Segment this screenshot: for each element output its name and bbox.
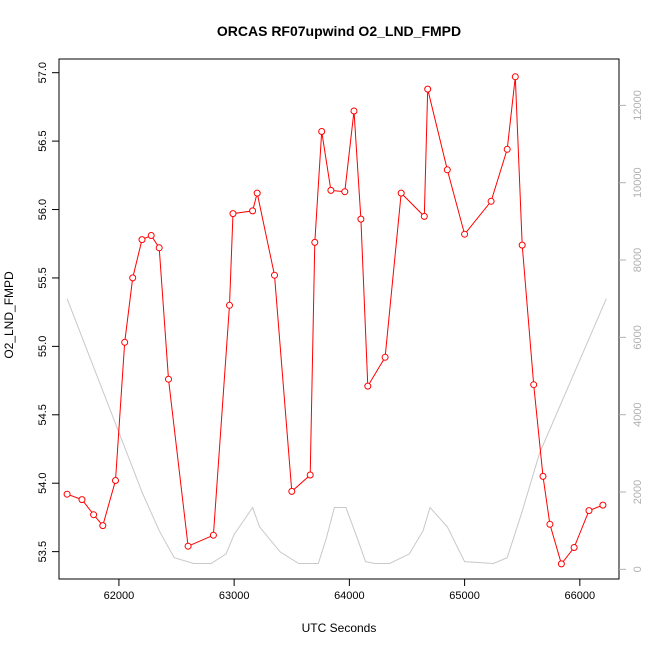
data-point bbox=[424, 85, 432, 93]
data-point bbox=[546, 520, 554, 528]
data-point bbox=[357, 215, 365, 223]
data-point bbox=[271, 271, 278, 279]
x-axis-label: UTC Seconds bbox=[302, 621, 377, 635]
data-point bbox=[288, 487, 296, 495]
x-tick-label: 66000 bbox=[565, 590, 596, 602]
y2-tick-label: 6000 bbox=[632, 325, 644, 349]
data-point bbox=[249, 207, 257, 215]
data-point bbox=[78, 496, 86, 504]
x-tick-label: 62000 bbox=[104, 590, 135, 602]
y2-tick-label: 0 bbox=[632, 566, 644, 572]
series-line bbox=[66, 76, 604, 565]
y-tick-label: 53.5 bbox=[37, 541, 49, 562]
secondary-series-line bbox=[66, 298, 607, 565]
data-point bbox=[350, 107, 358, 115]
data-point bbox=[599, 501, 607, 509]
x-tick-label: 64000 bbox=[334, 590, 365, 602]
plot-frame bbox=[58, 58, 620, 580]
data-point bbox=[381, 353, 389, 361]
y2-tick-label: 2000 bbox=[632, 480, 644, 504]
data-point bbox=[112, 477, 119, 484]
x-tick-label: 65000 bbox=[449, 590, 480, 602]
data-point bbox=[503, 145, 511, 153]
data-point bbox=[155, 244, 163, 252]
x-tick-label: 63000 bbox=[219, 590, 250, 602]
plot-area: 62000 63000 64000 65000 66000 53.5 54.0 54.5 55.… bbox=[37, 58, 644, 602]
data-point bbox=[229, 210, 237, 218]
data-point bbox=[318, 128, 326, 135]
data-point bbox=[443, 166, 451, 174]
y-axis-label: O2_LND_FMPD bbox=[2, 271, 16, 359]
data-point bbox=[487, 197, 495, 205]
y-tick-label: 54.0 bbox=[37, 472, 49, 493]
chart-title: ORCAS RF07upwind O2_LND_FMPD bbox=[217, 23, 461, 39]
data-point bbox=[147, 232, 155, 239]
data-point bbox=[511, 73, 519, 81]
data-point bbox=[397, 189, 405, 197]
data-point bbox=[311, 238, 319, 246]
y-tick-label: 56.0 bbox=[37, 199, 49, 220]
data-point bbox=[90, 511, 98, 519]
y-tick-label: 57.0 bbox=[37, 62, 49, 83]
data-point bbox=[121, 338, 129, 346]
data-point bbox=[306, 471, 314, 479]
data-point bbox=[557, 560, 565, 568]
y-tick-label: 55.5 bbox=[37, 267, 49, 288]
y-tick-label: 55.0 bbox=[37, 336, 49, 357]
y2-tick-label: 4000 bbox=[632, 402, 644, 426]
data-point bbox=[99, 522, 107, 530]
data-point bbox=[461, 230, 469, 238]
data-point bbox=[138, 236, 146, 244]
data-point bbox=[165, 375, 172, 383]
y-tick-label: 56.5 bbox=[37, 130, 49, 151]
data-point bbox=[209, 531, 217, 539]
y2-tick-label: 8000 bbox=[632, 248, 644, 272]
y2-tick-label: 10000 bbox=[632, 167, 644, 198]
data-point bbox=[184, 542, 192, 550]
data-point bbox=[327, 186, 335, 194]
data-point bbox=[129, 274, 137, 282]
y2-tick-label: 12000 bbox=[632, 90, 644, 121]
y-tick-label: 54.5 bbox=[37, 404, 49, 425]
data-point bbox=[364, 382, 372, 390]
data-point bbox=[570, 544, 578, 551]
data-point bbox=[518, 241, 526, 249]
data-point bbox=[530, 381, 538, 389]
data-point bbox=[420, 212, 428, 220]
data-point bbox=[63, 490, 71, 498]
data-point bbox=[539, 472, 547, 480]
data-point bbox=[341, 188, 349, 196]
data-point bbox=[585, 507, 593, 515]
data-point bbox=[226, 301, 233, 309]
data-point bbox=[253, 189, 261, 197]
